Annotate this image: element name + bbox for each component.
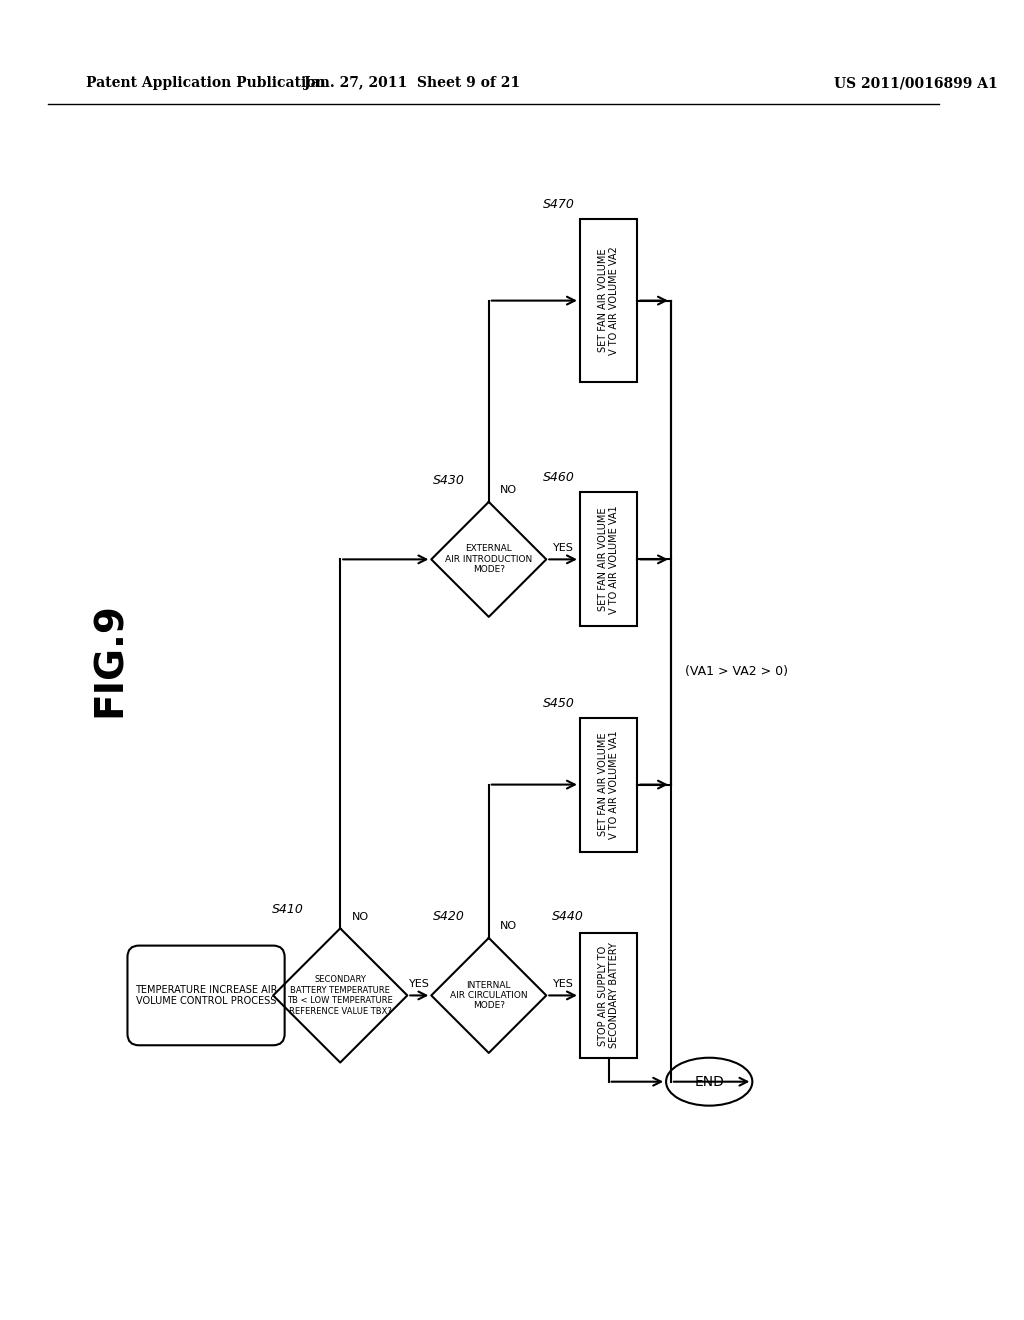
Bar: [580, 933, 637, 1057]
Text: (VA1 > VA2 > 0): (VA1 > VA2 > 0): [685, 665, 788, 678]
Text: END: END: [694, 1074, 724, 1089]
Text: S440: S440: [552, 911, 585, 924]
Ellipse shape: [666, 1057, 753, 1106]
Text: FIG.9: FIG.9: [91, 602, 129, 718]
Text: SET FAN AIR VOLUME
V TO AIR VOLUME VA2: SET FAN AIR VOLUME V TO AIR VOLUME VA2: [598, 247, 620, 355]
Bar: [580, 718, 637, 851]
Text: YES: YES: [553, 543, 573, 553]
Text: S470: S470: [543, 198, 574, 211]
Text: INTERNAL
AIR CIRCULATION
MODE?: INTERNAL AIR CIRCULATION MODE?: [450, 981, 527, 1010]
Text: Patent Application Publication: Patent Application Publication: [86, 77, 326, 90]
Text: YES: YES: [553, 979, 573, 989]
Polygon shape: [431, 939, 546, 1053]
Text: US 2011/0016899 A1: US 2011/0016899 A1: [834, 77, 997, 90]
FancyBboxPatch shape: [127, 945, 285, 1045]
Text: TEMPERATURE INCREASE AIR
VOLUME CONTROL PROCESS: TEMPERATURE INCREASE AIR VOLUME CONTROL …: [135, 985, 278, 1006]
Text: S420: S420: [432, 911, 465, 924]
Text: SECONDARY
BATTERY TEMPERATURE
TB < LOW TEMPERATURE
REFERENCE VALUE TBX?: SECONDARY BATTERY TEMPERATURE TB < LOW T…: [288, 975, 393, 1015]
Polygon shape: [273, 928, 408, 1063]
Text: Jan. 27, 2011  Sheet 9 of 21: Jan. 27, 2011 Sheet 9 of 21: [304, 77, 520, 90]
Text: S410: S410: [271, 903, 303, 916]
Text: STOP AIR SUPPLY TO
SECONDARY BATTERY: STOP AIR SUPPLY TO SECONDARY BATTERY: [598, 942, 620, 1048]
Text: YES: YES: [409, 979, 430, 989]
Text: SET FAN AIR VOLUME
V TO AIR VOLUME VA1: SET FAN AIR VOLUME V TO AIR VOLUME VA1: [598, 506, 620, 614]
Text: S450: S450: [543, 697, 574, 710]
Text: S430: S430: [432, 474, 465, 487]
Bar: [580, 219, 637, 381]
Text: NO: NO: [501, 486, 517, 495]
Text: SET FAN AIR VOLUME
V TO AIR VOLUME VA1: SET FAN AIR VOLUME V TO AIR VOLUME VA1: [598, 730, 620, 840]
Text: S460: S460: [543, 471, 574, 484]
Text: NO: NO: [501, 921, 517, 932]
Polygon shape: [431, 502, 546, 616]
Bar: [580, 492, 637, 627]
Text: NO: NO: [351, 912, 369, 921]
Text: EXTERNAL
AIR INTRODUCTION
MODE?: EXTERNAL AIR INTRODUCTION MODE?: [445, 544, 532, 574]
